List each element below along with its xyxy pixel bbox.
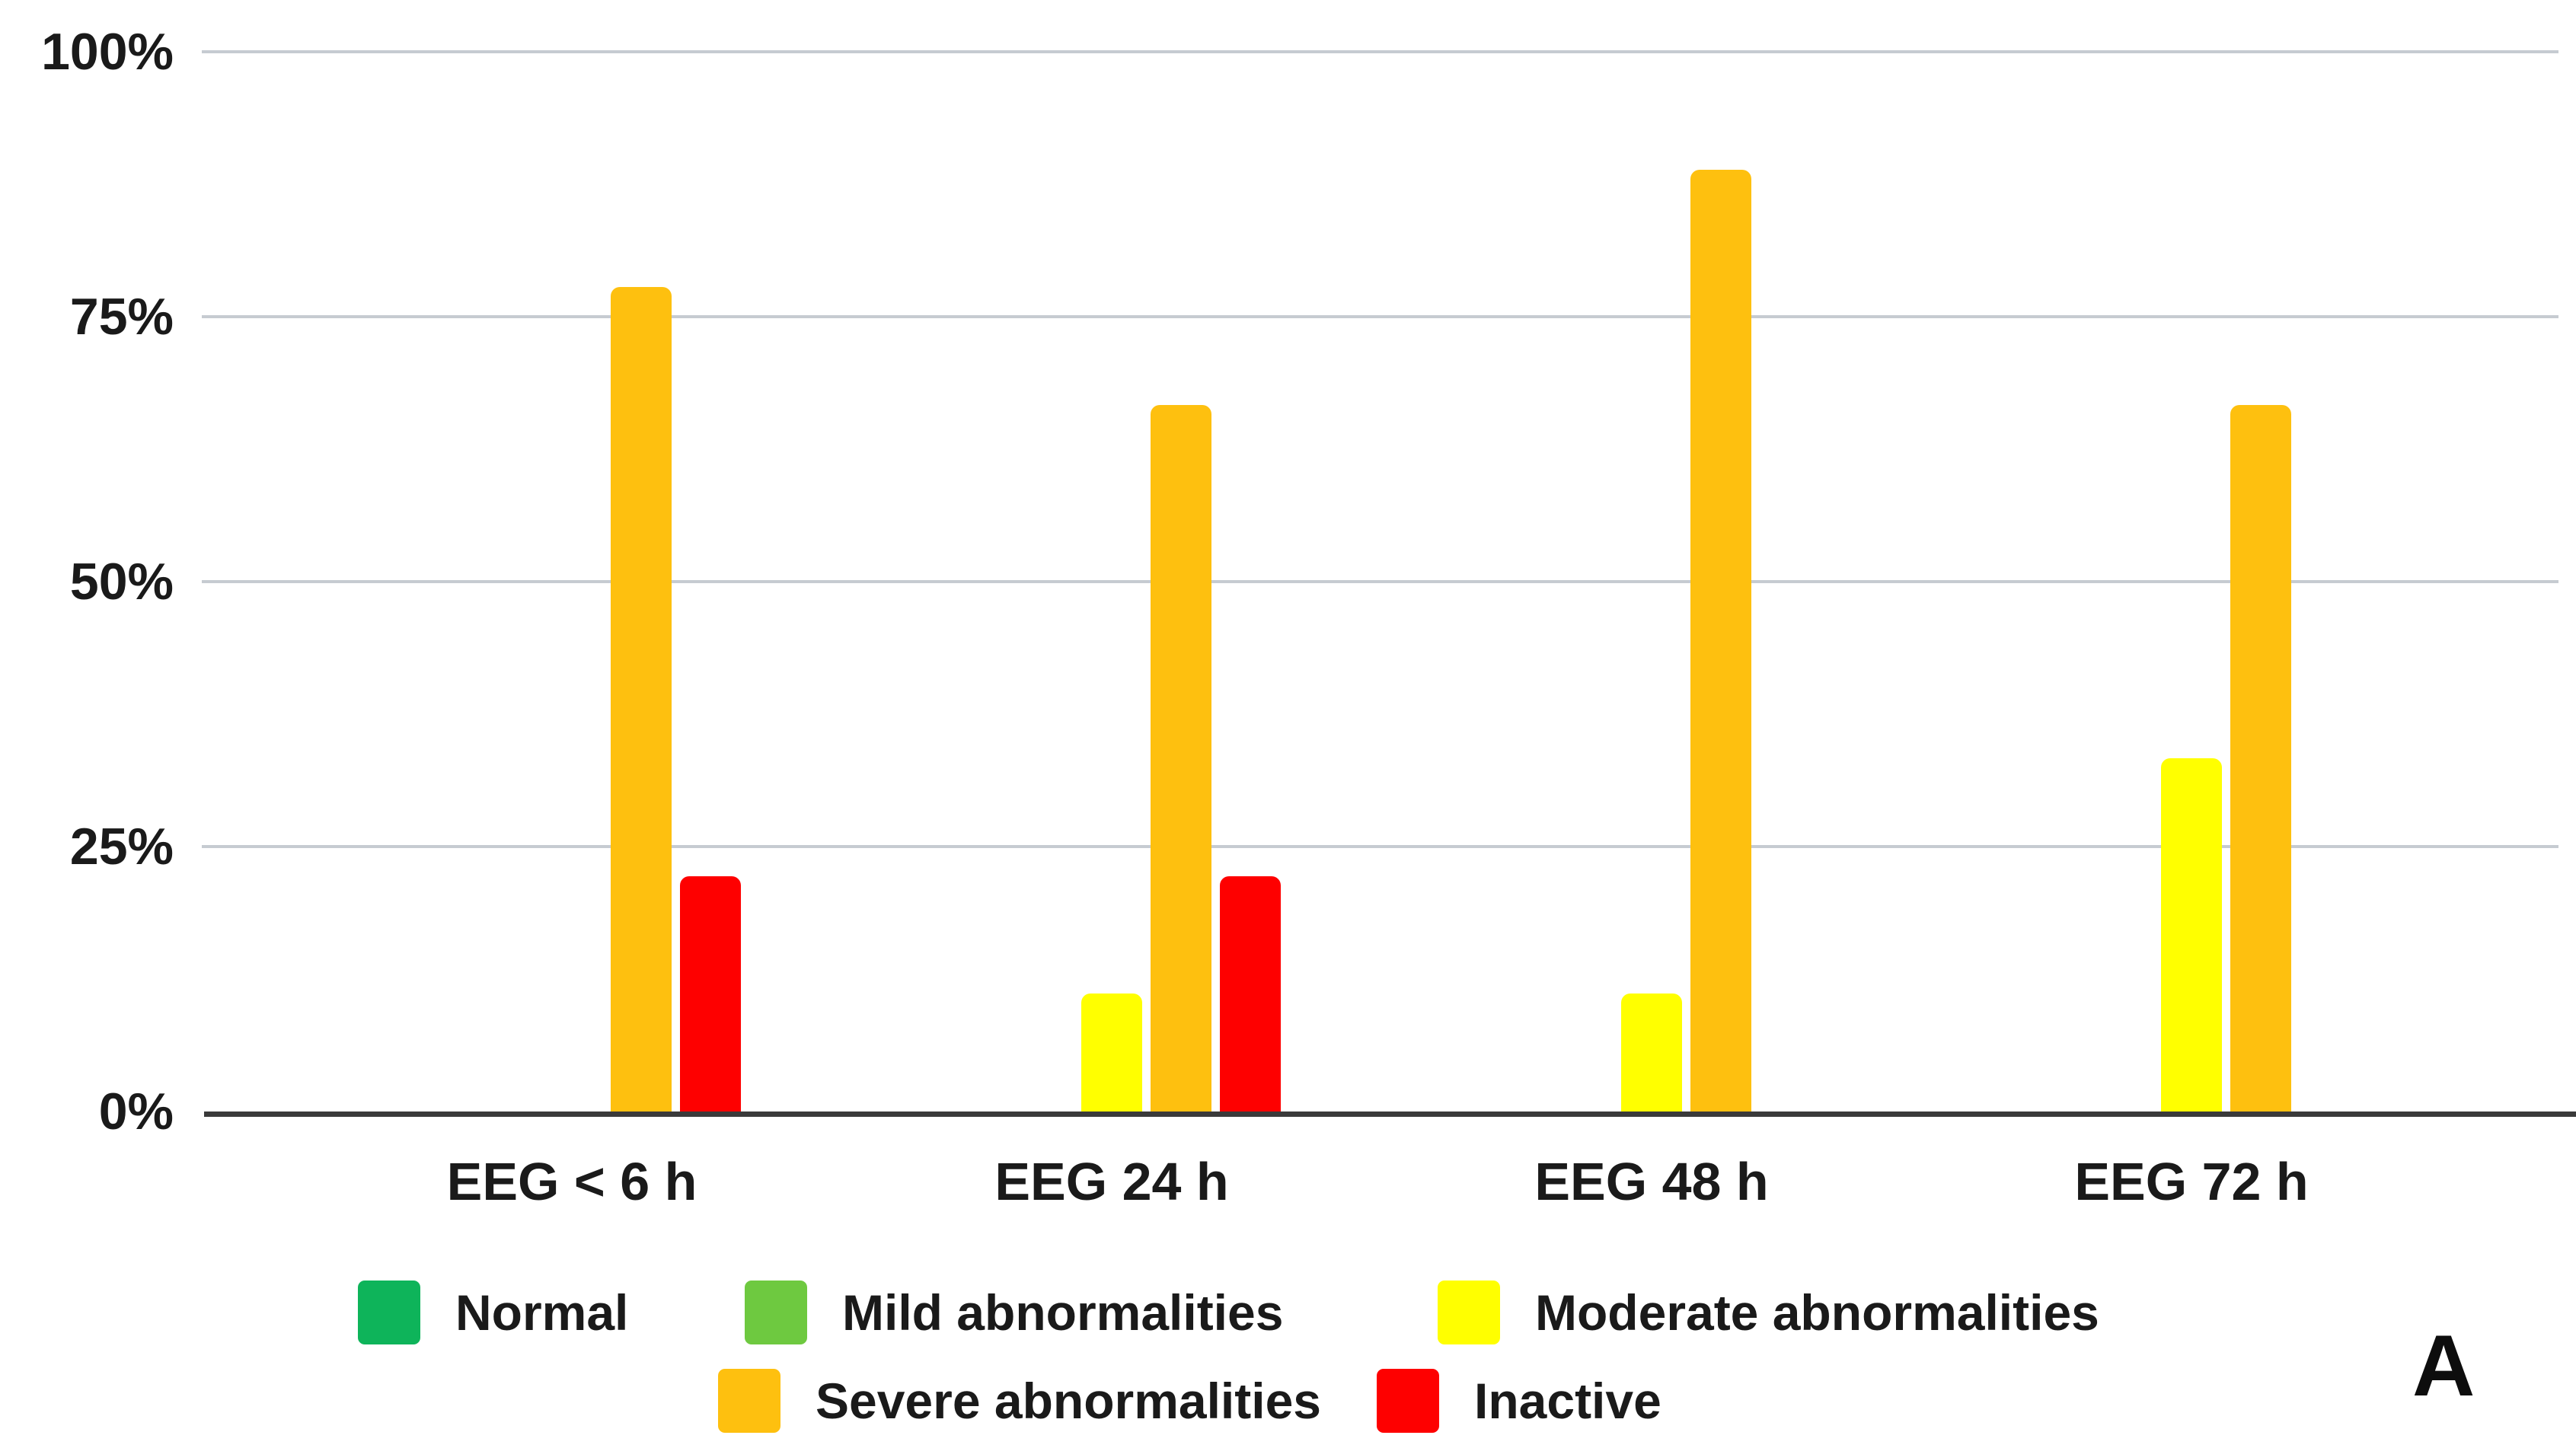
legend-swatch-icon [1438,1281,1500,1344]
panel-label: A [2412,1318,2475,1415]
legend-item-moderate-abnormalities: Moderate abnormalities [1438,1276,2099,1349]
x-category-label: EEG 24 h [994,1152,1229,1211]
legend-label: Severe abnormalities [816,1373,1321,1429]
x-category-label: EEG < 6 h [446,1152,697,1211]
y-tick-label: 0% [98,1083,174,1140]
legend-item-normal: Normal [358,1276,628,1349]
bar-moderate-abnormalities [1621,994,1682,1112]
x-category-label: EEG 48 h [1534,1152,1769,1211]
bar-severe-abnormalities [1690,169,1751,1112]
bar-inactive [680,875,741,1112]
bar-inactive [1220,875,1281,1112]
y-tick-label: 100% [41,23,174,81]
legend-swatch-icon [1377,1369,1439,1433]
y-tick-label: 75% [69,288,174,346]
gridline-25 [202,845,2558,848]
x-category-label: EEG 72 h [2074,1152,2309,1211]
legend-item-inactive: Inactive [1377,1364,1661,1437]
bar-severe-abnormalities [611,287,672,1112]
legend-item-mild-abnormalities: Mild abnormalities [745,1276,1283,1349]
x-axis-line [204,1112,2576,1117]
gridline-100 [202,50,2558,53]
bar-severe-abnormalities [2230,404,2291,1112]
y-tick-label: 50% [69,553,174,611]
y-tick-label: 25% [69,818,174,875]
legend-label: Mild abnormalities [842,1284,1284,1341]
bar-moderate-abnormalities [1081,994,1142,1112]
gridline-75 [202,315,2558,318]
legend-swatch-icon [745,1281,807,1344]
gridline-50 [202,580,2558,583]
legend-label: Moderate abnormalities [1535,1284,2099,1341]
legend-label: Inactive [1474,1373,1661,1429]
bar-severe-abnormalities [1151,404,1211,1112]
legend-item-severe-abnormalities: Severe abnormalities [718,1364,1321,1437]
legend-swatch-icon [718,1369,780,1433]
legend-swatch-icon [358,1281,420,1344]
legend-label: Normal [455,1284,629,1341]
bar-moderate-abnormalities [2161,758,2222,1112]
